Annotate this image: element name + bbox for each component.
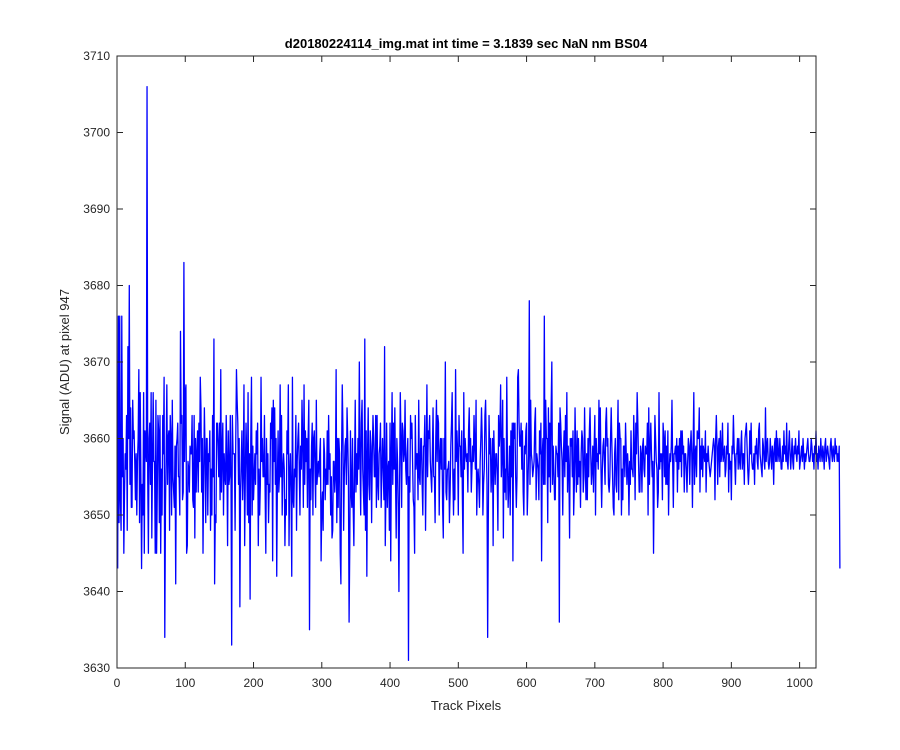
y-tick-label: 3640: [83, 585, 110, 599]
y-tick-label: 3690: [83, 202, 110, 216]
y-tick-label: 3650: [83, 508, 110, 522]
series-line-0: [117, 85, 841, 661]
x-tick-label: 0: [114, 676, 121, 690]
y-tick-label: 3670: [83, 355, 110, 369]
y-axis-label: Signal (ADU) at pixel 947: [57, 289, 72, 435]
x-tick-label: 400: [380, 676, 400, 690]
y-tick-label: 3660: [83, 432, 110, 446]
y-tick-label: 3710: [83, 49, 110, 63]
x-tick-label: 500: [448, 676, 468, 690]
x-tick-label: 300: [312, 676, 332, 690]
x-axis-label: Track Pixels: [431, 698, 502, 713]
x-tick-label: 800: [653, 676, 673, 690]
plot-area: [117, 56, 816, 668]
x-tick-label: 600: [517, 676, 537, 690]
x-tick-label: 900: [721, 676, 741, 690]
x-tick-label: 1000: [786, 676, 813, 690]
axes-layer: 0 100 200 300 400 500 600 700 800 900 1000 3630 3640…: [83, 49, 817, 690]
series-layer: [117, 85, 841, 661]
y-tick-label: 3700: [83, 126, 110, 140]
chart-title: d20180224114_img.mat int time = 3.1839 s…: [285, 36, 648, 51]
x-tick-label: 200: [244, 676, 264, 690]
x-tick-label: 100: [175, 676, 195, 690]
y-tick-label: 3680: [83, 279, 110, 293]
x-tick-label: 700: [585, 676, 605, 690]
y-tick-label: 3630: [83, 661, 110, 675]
